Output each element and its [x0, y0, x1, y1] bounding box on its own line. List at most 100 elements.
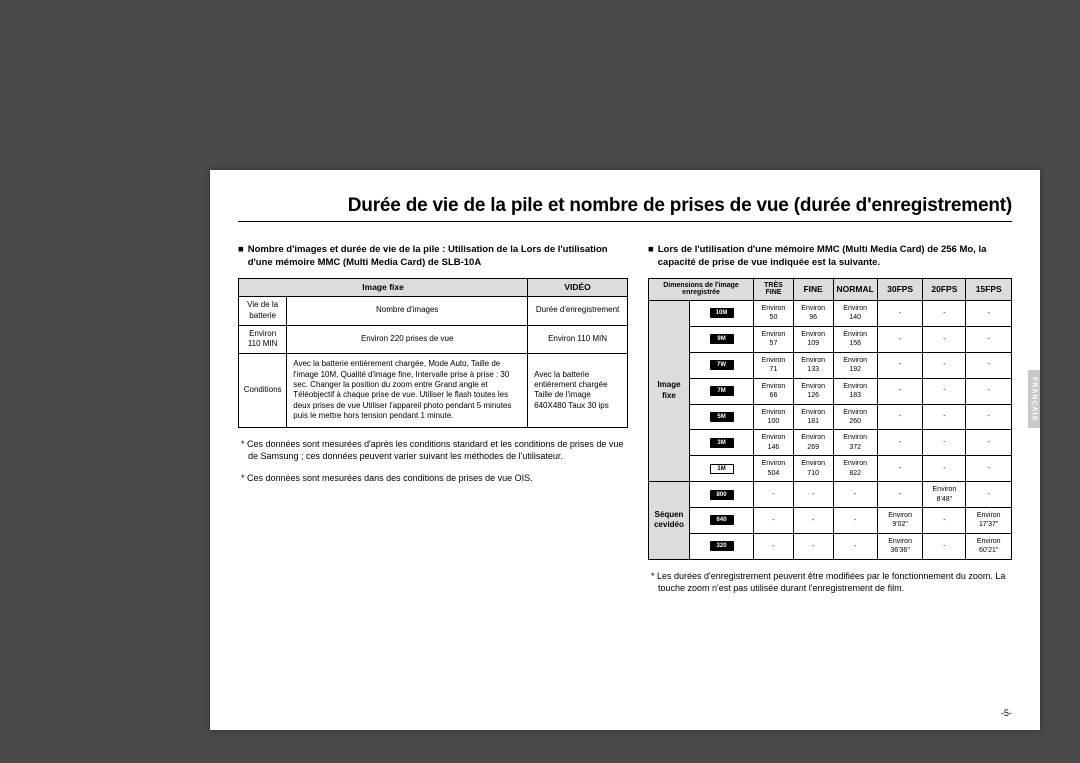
cell: Environ 504	[754, 456, 794, 482]
cell: Environ 109	[793, 326, 833, 352]
cell: -	[966, 404, 1012, 430]
right-column: ■ Lors de l'utilisation d'une mémoire MM…	[648, 244, 1012, 594]
size-icon: 640	[690, 508, 754, 534]
cell: -	[923, 301, 966, 327]
cell: -	[877, 301, 923, 327]
cell: -	[833, 533, 877, 559]
columns: ■ Nombre d'images et durée de vie de la …	[238, 244, 1012, 594]
cell: Environ 126	[793, 378, 833, 404]
hdr-video: VIDÉO	[528, 278, 628, 296]
size-icon: 3M	[690, 430, 754, 456]
cell-r3c1: Conditions	[239, 354, 287, 427]
cell: -	[966, 378, 1012, 404]
cell: -	[923, 378, 966, 404]
manual-page: Durée de vie de la pile et nombre de pri…	[210, 170, 1040, 730]
cell: -	[923, 533, 966, 559]
left-lead: ■ Nombre d'images et durée de vie de la …	[238, 244, 628, 270]
cell: -	[923, 404, 966, 430]
cell: -	[966, 430, 1012, 456]
cell: -	[754, 508, 794, 534]
title-wrap: Durée de vie de la pile et nombre de pri…	[238, 195, 1012, 222]
cell: -	[966, 301, 1012, 327]
cell: Environ 96	[793, 301, 833, 327]
page-title: Durée de vie de la pile et nombre de pri…	[238, 195, 1012, 217]
left-lead-text: Nombre d'images et durée de vie de la pi…	[248, 244, 628, 270]
left-column: ■ Nombre d'images et durée de vie de la …	[238, 244, 628, 594]
cell: -	[754, 482, 794, 508]
cell: Environ 60'21"	[966, 533, 1012, 559]
capacity-table: Dimensions de l'image enregistrée TRÈS F…	[648, 278, 1012, 560]
cell-r3c3: Avec la batterie entièrement chargée Tai…	[528, 354, 628, 427]
size-icon: 5M	[690, 404, 754, 430]
size-icon: 7W	[690, 352, 754, 378]
right-note: * Les durées d'enregistrement peuvent êt…	[648, 570, 1012, 594]
size-icon: 9M	[690, 326, 754, 352]
cell: Environ 100	[754, 404, 794, 430]
language-tab: FRANÇAIS	[1028, 370, 1040, 428]
cell: -	[923, 456, 966, 482]
left-note-1: * Ces données sont mesurées d'après les …	[238, 438, 628, 462]
cell: Environ 140	[833, 301, 877, 327]
cell: -	[833, 508, 877, 534]
cell: Environ 36'36"	[877, 533, 923, 559]
cell: Environ 133	[793, 352, 833, 378]
cell: Environ 269	[793, 430, 833, 456]
cell-r1c3: Durée d'enregistrement	[528, 297, 628, 326]
cell: -	[877, 456, 923, 482]
cell: Environ 66	[754, 378, 794, 404]
cell: Environ 57	[754, 326, 794, 352]
size-icon: 800	[690, 482, 754, 508]
cell: Environ 260	[833, 404, 877, 430]
size-icon: 7M	[690, 378, 754, 404]
page-number: -5-	[1001, 708, 1012, 718]
cell: Environ 372	[833, 430, 877, 456]
size-badge: 800	[710, 490, 734, 500]
hdr-normal: NORMAL	[833, 278, 877, 300]
cell: -	[923, 508, 966, 534]
cell: Environ 71	[754, 352, 794, 378]
bullet-icon: ■	[648, 244, 654, 270]
size-badge: 7M	[710, 386, 734, 396]
right-lead-text: Lors de l'utilisation d'une mémoire MMC …	[658, 244, 1012, 270]
hdr-30fps: 30FPS	[877, 278, 923, 300]
cell: -	[793, 533, 833, 559]
cell: -	[877, 352, 923, 378]
cell: -	[877, 404, 923, 430]
right-lead: ■ Lors de l'utilisation d'une mémoire MM…	[648, 244, 1012, 270]
cell: Environ 9'02"	[877, 508, 923, 534]
cell: Environ 156	[833, 326, 877, 352]
cell: Environ 8'48"	[923, 482, 966, 508]
battery-table: Image fixe VIDÉO Vie de la batterie Nomb…	[238, 278, 628, 428]
group-image: Image fixe	[649, 301, 690, 482]
size-badge: 320	[710, 541, 734, 551]
stage: Durée de vie de la pile et nombre de pri…	[0, 0, 1080, 763]
cell: Environ 822	[833, 456, 877, 482]
cell: Environ 192	[833, 352, 877, 378]
cell: -	[877, 482, 923, 508]
hdr-tfine: TRÈS FINE	[754, 278, 794, 300]
hdr-dim: Dimensions de l'image enregistrée	[649, 278, 754, 300]
hdr-image-fixe: Image fixe	[239, 278, 528, 296]
cell: Environ 181	[793, 404, 833, 430]
cell: -	[966, 352, 1012, 378]
size-badge: 7W	[710, 360, 734, 370]
cell: -	[923, 326, 966, 352]
size-icon: 1M	[690, 456, 754, 482]
hdr-20fps: 20FPS	[923, 278, 966, 300]
cell: Environ 17'37"	[966, 508, 1012, 534]
cell: Environ 50	[754, 301, 794, 327]
cell: -	[877, 378, 923, 404]
cell: -	[833, 482, 877, 508]
cell: Environ 183	[833, 378, 877, 404]
cell: -	[877, 326, 923, 352]
cell: -	[877, 430, 923, 456]
cell-r2c3: Environ 110 MIN	[528, 325, 628, 354]
bullet-icon: ■	[238, 244, 244, 270]
cell: Environ 710	[793, 456, 833, 482]
cell-r3c2: Avec la batterie entièrement chargée, Mo…	[287, 354, 528, 427]
size-badge: 9M	[710, 334, 734, 344]
left-note-2: * Ces données sont mesurées dans des con…	[238, 472, 628, 484]
cell-r1c1: Vie de la batterie	[239, 297, 287, 326]
size-badge: 640	[710, 515, 734, 525]
cell: -	[923, 430, 966, 456]
